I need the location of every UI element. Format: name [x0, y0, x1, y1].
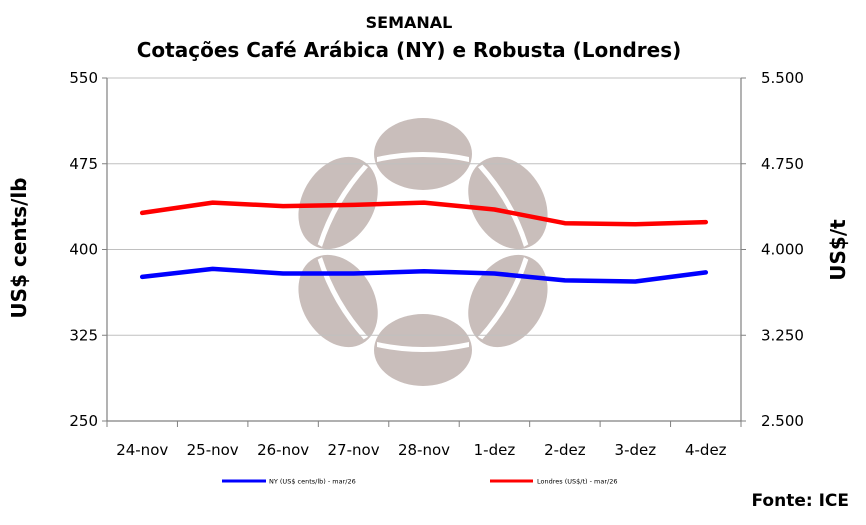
y-axis-label: US$ cents/lb: [7, 177, 31, 318]
y-tick-label: 250: [69, 412, 98, 430]
y-tick-label: 325: [69, 326, 98, 344]
x-tick-label: 25-nov: [187, 441, 239, 459]
chart-subtitle: Cotações Café Arábica (NY) e Robusta (Lo…: [137, 38, 682, 62]
coffee-beans-watermark: [298, 118, 548, 386]
series-lines: [139, 200, 709, 284]
legend-label-londres: Londres (US$/t) - mar/26: [537, 478, 617, 486]
x-tick-label: 28-nov: [398, 441, 450, 459]
coffee-bean-icon: [374, 118, 472, 190]
y-axis-ticks: 250 325 400 475 550: [69, 69, 98, 430]
y2-axis-ticks: 2.500 3.250 4.000 4.750 5.500: [761, 69, 804, 430]
y-tick-label: 400: [69, 241, 98, 259]
axes: [102, 77, 746, 427]
y2-tick-label: 2.500: [761, 412, 804, 430]
x-axis-ticks: 24-nov 25-nov 26-nov 27-nov 28-nov 1-dez 2-dez…: [116, 441, 726, 459]
x-tick-label: 24-nov: [116, 441, 168, 459]
y-tick-label: 550: [69, 69, 98, 87]
x-tick-label: 3-dez: [615, 441, 657, 459]
chart-title: SEMANAL: [366, 13, 453, 32]
source-note: Fonte: ICE: [752, 491, 850, 511]
legend-label-ny: NY (US$ cents/lb) - mar/26: [269, 478, 356, 486]
y2-axis-label: US$/t: [826, 219, 850, 281]
coffee-bean-icon: [468, 156, 548, 250]
series-line-londres: [139, 200, 709, 227]
coffee-bean-icon: [298, 254, 378, 348]
series-line-ny: [139, 266, 709, 284]
x-tick-label: 4-dez: [685, 441, 727, 459]
x-tick-label: 26-nov: [257, 441, 309, 459]
y2-tick-label: 5.500: [761, 69, 804, 87]
legend: NY (US$ cents/lb) - mar/26 Londres (US$/…: [222, 478, 617, 486]
y-tick-label: 475: [69, 155, 98, 173]
x-tick-label: 1-dez: [474, 441, 516, 459]
x-tick-label: 27-nov: [328, 441, 380, 459]
y2-tick-label: 4.750: [761, 155, 804, 173]
coffee-bean-icon: [374, 314, 472, 386]
y2-tick-label: 3.250: [761, 326, 804, 344]
y2-tick-label: 4.000: [761, 241, 804, 259]
x-tick-label: 2-dez: [544, 441, 586, 459]
